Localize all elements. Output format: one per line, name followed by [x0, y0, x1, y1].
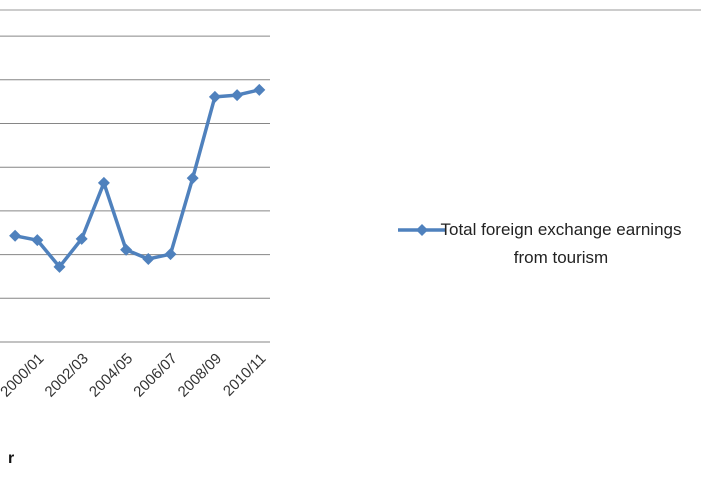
x-tick-label: 2006/07 — [130, 350, 180, 400]
point-marker — [164, 248, 177, 261]
x-tick-label: 2002/03 — [42, 350, 92, 400]
footer-text: r — [8, 450, 15, 467]
point-marker — [208, 90, 221, 103]
point-marker — [53, 260, 66, 273]
x-tick-label: 2004/05 — [86, 350, 136, 400]
point-marker — [9, 229, 22, 242]
series-line — [14, 88, 260, 269]
point-marker — [142, 252, 155, 265]
x-tick-label: 2010/11 — [220, 350, 270, 400]
point-marker — [31, 234, 44, 247]
legend-marker — [416, 224, 428, 236]
point-marker — [186, 172, 199, 185]
point-marker — [120, 243, 133, 256]
legend-label: Total foreign exchange earnings from tou… — [440, 220, 682, 267]
point-marker — [253, 83, 266, 96]
point-marker — [231, 89, 244, 102]
x-tick-label: 2008/09 — [175, 350, 225, 400]
point-marker — [97, 176, 110, 189]
x-tick-label: 2000/01 — [0, 350, 47, 400]
point-marker — [75, 232, 88, 245]
